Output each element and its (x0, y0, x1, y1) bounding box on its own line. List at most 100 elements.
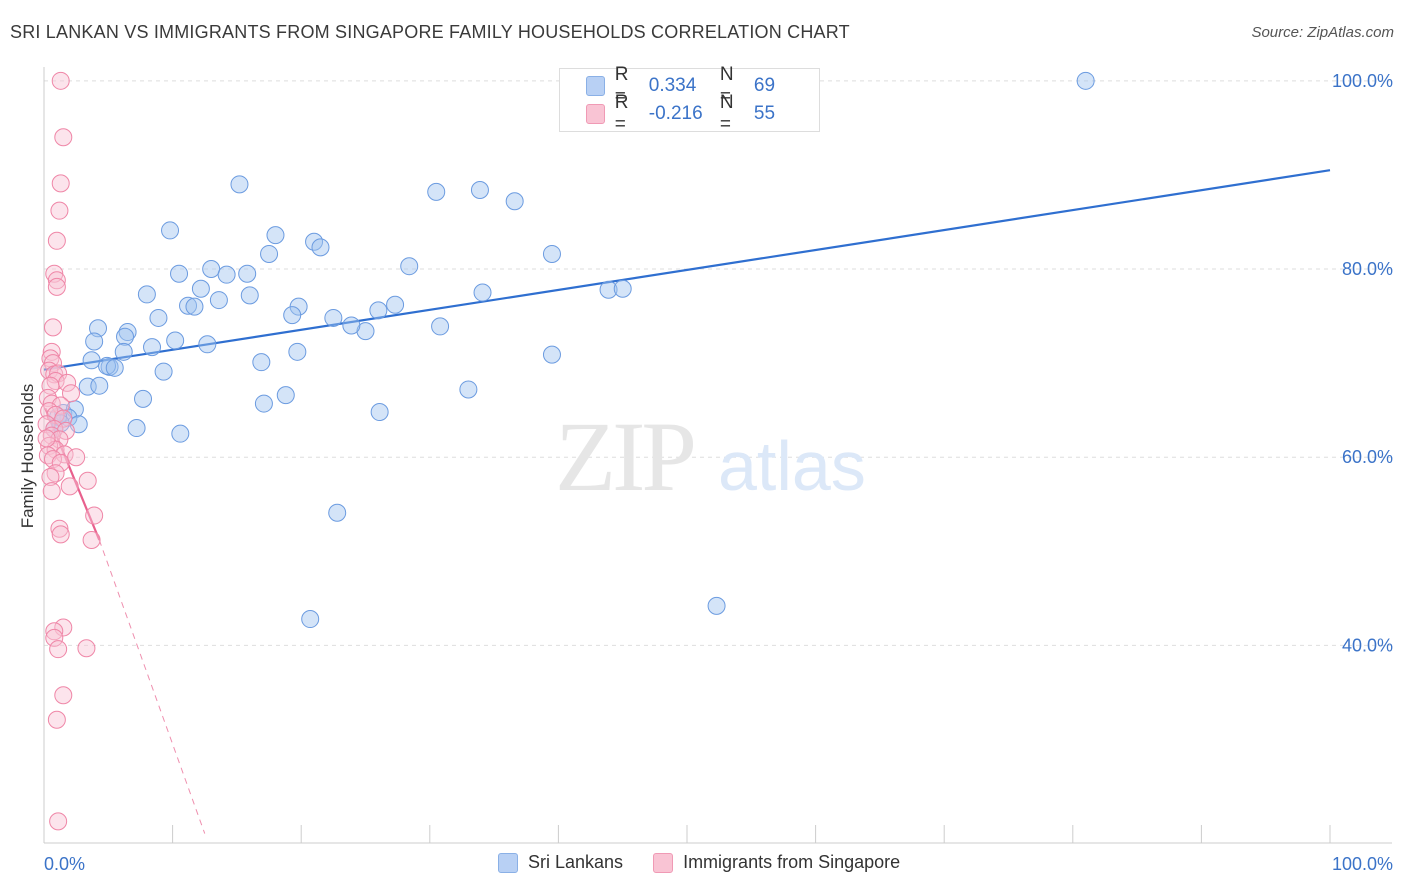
legend-item-singapore[interactable]: Immigrants from Singapore (653, 852, 900, 873)
data-point (254, 394, 273, 413)
data-point (42, 482, 61, 501)
data-point (202, 260, 221, 279)
data-point (198, 335, 217, 354)
grid-lines (44, 80, 1392, 646)
data-point (342, 316, 361, 335)
legend-r-label: R = (614, 64, 629, 107)
data-point (470, 180, 489, 199)
data-point (134, 389, 153, 408)
data-point (85, 506, 104, 525)
data-point (230, 175, 249, 194)
legend-r-value: 0.334 (648, 75, 697, 96)
data-point (161, 221, 180, 240)
data-point (82, 351, 101, 370)
legend-row-sri-lankans: R = 0.334 N = 69 (586, 64, 819, 107)
legend-label-sri-lankans: Sri Lankans (528, 852, 624, 872)
data-point (707, 596, 726, 615)
data-point (62, 384, 81, 403)
data-point (82, 531, 101, 550)
data-point (238, 264, 257, 283)
data-point (166, 331, 185, 350)
data-point (51, 174, 70, 193)
legend-n-value: 55 (753, 103, 776, 124)
correlation-legend: R = 0.334 N = 69 R = -0.216 N = 55 (559, 64, 820, 135)
y-tick-label: 60.0% (1342, 447, 1393, 467)
trend-lines (43, 169, 1331, 834)
data-point (324, 308, 343, 327)
data-point (386, 295, 405, 314)
data-point (613, 279, 632, 298)
data-point (542, 244, 561, 263)
series-sri-lankans (45, 71, 1095, 629)
data-point (105, 358, 124, 377)
y-tick-label: 80.0% (1342, 259, 1393, 279)
data-point (149, 308, 168, 327)
legend-swatch-blue (498, 852, 518, 873)
trend-line-singapore-extension (98, 539, 206, 834)
data-point (288, 342, 307, 361)
data-point (49, 640, 68, 659)
data-point (266, 226, 285, 245)
watermark-zip: ZIP (555, 401, 693, 512)
data-point (542, 345, 561, 364)
data-point (67, 448, 86, 467)
data-point (51, 71, 70, 90)
data-point (47, 710, 66, 729)
data-point (51, 525, 70, 544)
data-point (154, 362, 173, 381)
data-point (240, 286, 259, 305)
data-point (301, 610, 320, 629)
data-point (41, 467, 60, 486)
data-point (252, 353, 271, 372)
data-point (45, 622, 64, 641)
data-point (98, 356, 117, 375)
data-point (47, 231, 66, 250)
data-point (473, 283, 492, 302)
data-point (50, 519, 69, 538)
data-point (47, 271, 66, 290)
data-point (50, 201, 69, 220)
legend-item-sri-lankans[interactable]: Sri Lankans (498, 852, 623, 873)
series-immigrants-singapore (37, 71, 104, 831)
data-point (276, 386, 295, 405)
data-point (55, 445, 74, 464)
data-point (114, 342, 133, 361)
data-point (42, 394, 61, 413)
y-tick-label: 100.0% (1332, 71, 1393, 91)
data-point (37, 429, 56, 448)
data-point (179, 296, 198, 315)
data-point (505, 192, 524, 211)
source-label: Source: ZipAtlas.com (1251, 24, 1394, 41)
data-point (209, 291, 228, 310)
legend-n-label: N = (719, 64, 734, 107)
x-tick-label: 0.0% (44, 854, 85, 874)
data-point (599, 280, 618, 299)
data-point (54, 128, 73, 147)
legend-n-label: N = (719, 92, 734, 135)
data-point (51, 396, 70, 415)
x-tick-label: 100.0% (1332, 854, 1393, 874)
data-point (185, 297, 204, 316)
data-point (90, 376, 109, 395)
data-point (77, 639, 96, 658)
chart-title: SRI LANKAN VS IMMIGRANTS FROM SINGAPORE … (10, 22, 850, 42)
legend-n-value: 69 (753, 75, 776, 96)
data-point (143, 338, 162, 357)
data-point (85, 332, 104, 351)
data-point (45, 628, 64, 647)
watermark: ZIP atlas (555, 401, 866, 512)
trend-line-sri-lankans (43, 169, 1331, 371)
legend-r-label: R = (614, 92, 629, 135)
data-point (60, 477, 79, 496)
data-point (54, 686, 73, 705)
legend-swatch-pink (586, 104, 605, 124)
data-point (328, 503, 347, 522)
legend-r-value: -0.216 (648, 103, 703, 124)
trend-line-singapore (44, 407, 101, 541)
data-point (78, 471, 97, 490)
data-point (356, 322, 375, 341)
data-point (118, 323, 137, 342)
data-point (58, 373, 77, 392)
data-point (137, 285, 156, 304)
